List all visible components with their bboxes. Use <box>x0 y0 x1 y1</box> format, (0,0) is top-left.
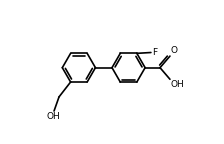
Text: O: O <box>171 46 178 55</box>
Text: OH: OH <box>46 112 60 121</box>
Text: OH: OH <box>171 80 184 89</box>
Text: F: F <box>152 48 157 57</box>
